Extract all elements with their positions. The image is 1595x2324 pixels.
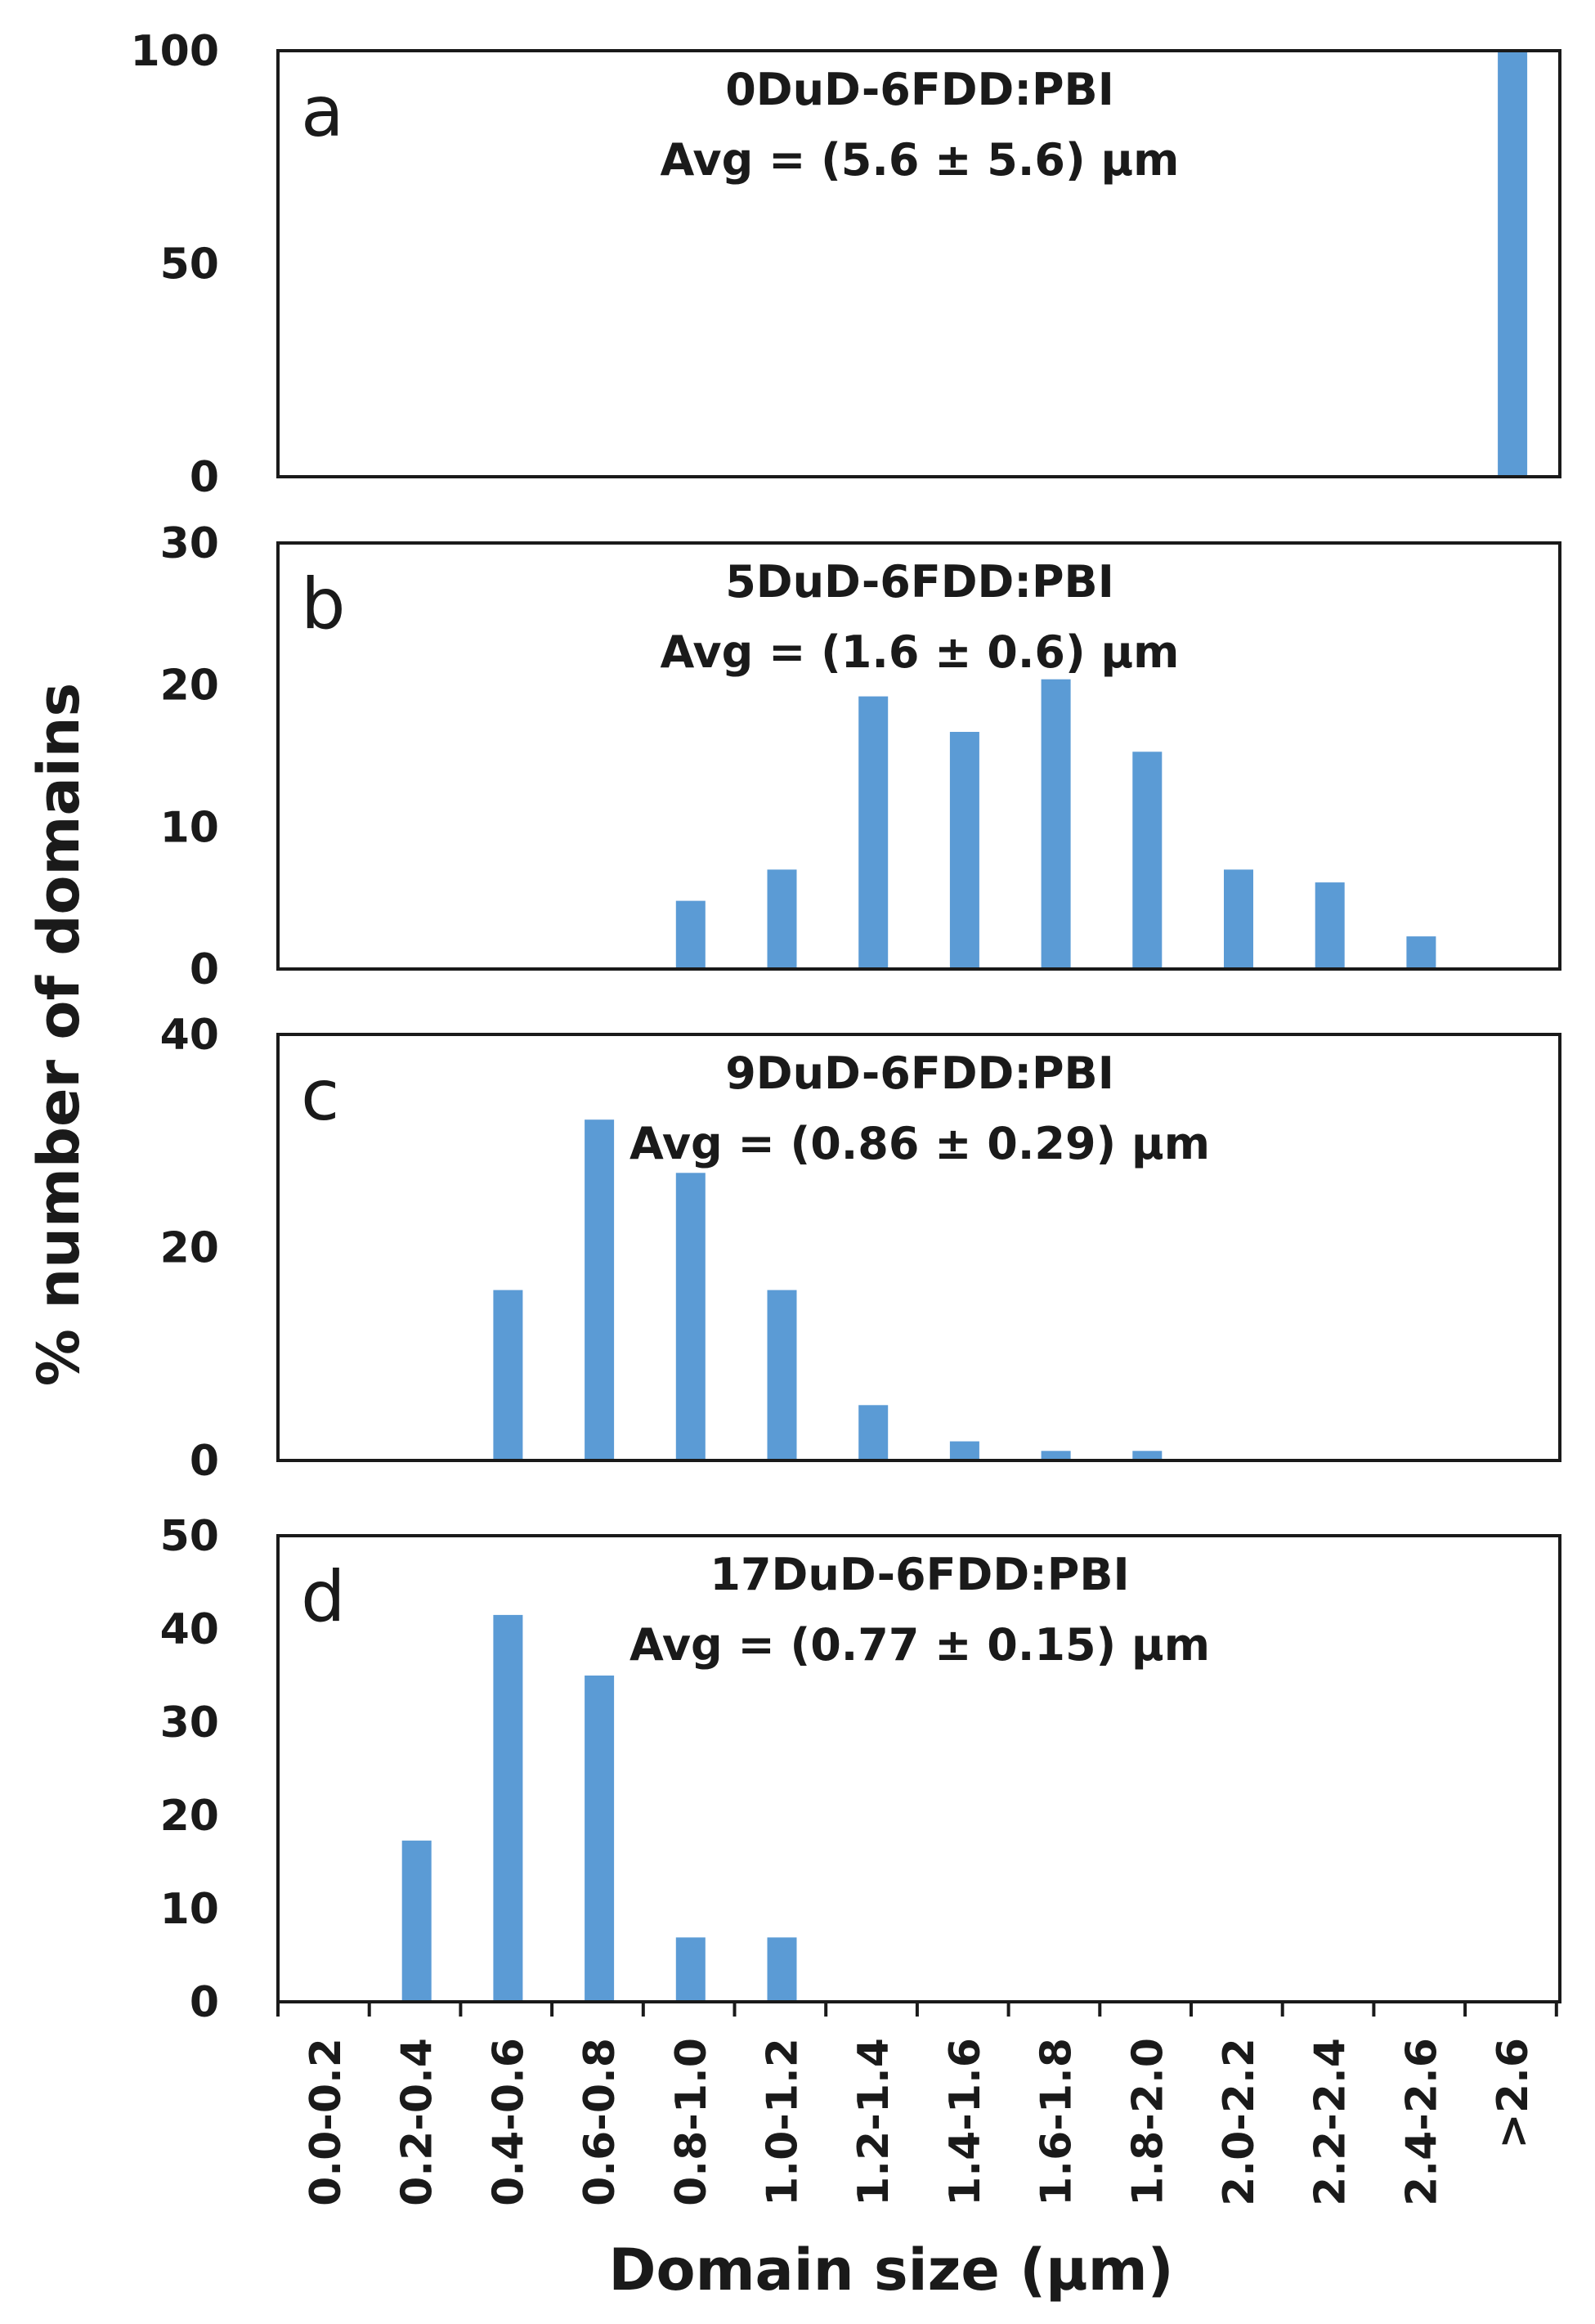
x-axis-title: Domain size (µm) [608, 2237, 1173, 2304]
plot-frame-panel-c [276, 1033, 1561, 1462]
x-tick-label-0.0-0.2: 0.0-0.2 [302, 2038, 351, 2206]
bar-panel-a->2.6 [1498, 51, 1528, 477]
y-tick-label-panel-a-0: 0 [190, 453, 219, 502]
x-tick-label-1.0-1.2: 1.0-1.2 [759, 2038, 808, 2206]
x-tick-label-2.0-2.2: 2.0-2.2 [1215, 2038, 1264, 2206]
panel-avg-b: Avg = (1.6 ± 0.6) µm [661, 626, 1180, 678]
y-tick-label-panel-c-0: 0 [190, 1437, 219, 1486]
y-tick-label-panel-c-40: 40 [160, 1011, 219, 1060]
bar-panel-c-0.6-0.8 [585, 1119, 615, 1460]
y-tick-label-panel-b-30: 30 [160, 519, 219, 568]
plot-frame-panel-a [276, 49, 1561, 478]
bar-panel-d-1.0-1.2 [767, 1937, 797, 2002]
panel-avg-c: Avg = (0.86 ± 0.29) µm [629, 1118, 1210, 1169]
y-tick-label-panel-d-0: 0 [190, 1978, 219, 2027]
bar-panel-b-1.4-1.6 [949, 732, 979, 969]
bar-panel-b-1.2-1.4 [858, 696, 889, 969]
panel-letter-c: c [301, 1055, 339, 1137]
bar-panel-b-1.8-2.0 [1132, 751, 1163, 969]
x-tick-label->2.6: >2.6 [1489, 2038, 1538, 2149]
panel-letter-a: a [301, 71, 344, 153]
y-tick-label-panel-c-20: 20 [160, 1224, 219, 1273]
plot-frame-panel-d [276, 1534, 1561, 2003]
x-tick-label-1.8-2.0: 1.8-2.0 [1123, 2038, 1172, 2206]
y-tick-label-panel-b-20: 20 [160, 662, 219, 711]
bar-panel-c-0.4-0.6 [493, 1290, 523, 1460]
panel-title-c: 9DuD-6FDD:PBI [725, 1048, 1114, 1099]
bar-panel-c-1.4-1.6 [949, 1441, 979, 1460]
bar-panel-c-0.8-1.0 [675, 1173, 706, 1460]
plot-frame-panel-b [276, 541, 1561, 971]
bar-panel-d-0.4-0.6 [493, 1614, 523, 2002]
x-tick-label-0.2-0.4: 0.2-0.4 [393, 2038, 442, 2206]
y-tick-label-panel-d-10: 10 [160, 1885, 219, 1934]
bar-panel-d-0.2-0.4 [401, 1840, 432, 2002]
bar-panel-c-1.0-1.2 [767, 1290, 797, 1460]
bar-panel-b-2.0-2.2 [1224, 869, 1253, 969]
bar-panel-d-0.8-1.0 [675, 1937, 706, 2002]
x-tick-label-0.4-0.6: 0.4-0.6 [484, 2038, 533, 2206]
y-tick-label-panel-a-100: 100 [130, 27, 219, 76]
panel-letter-d: d [301, 1556, 346, 1638]
y-tick-label-panel-b-0: 0 [190, 945, 219, 994]
x-tick-label-1.6-1.8: 1.6-1.8 [1033, 2038, 1082, 2206]
panel-avg-d: Avg = (0.77 ± 0.15) µm [629, 1619, 1210, 1671]
panel-avg-a: Avg = (5.6 ± 5.6) µm [661, 134, 1180, 186]
x-tick-label-2.4-2.6: 2.4-2.6 [1397, 2038, 1446, 2206]
y-tick-label-panel-d-50: 50 [160, 1512, 219, 1561]
panel-letter-b: b [301, 563, 346, 645]
bar-panel-b-1.6-1.8 [1041, 679, 1071, 969]
x-tick-label-0.6-0.8: 0.6-0.8 [576, 2038, 625, 2206]
panel-title-a: 0DuD-6FDD:PBI [725, 64, 1114, 115]
panel-title-d: 17DuD-6FDD:PBI [710, 1549, 1129, 1600]
bar-panel-c-1.6-1.8 [1041, 1451, 1071, 1460]
panel-title-b: 5DuD-6FDD:PBI [725, 556, 1114, 608]
bar-panel-b-0.8-1.0 [675, 900, 706, 969]
bar-panel-d-0.6-0.8 [585, 1676, 615, 2002]
x-tick-label-0.8-1.0: 0.8-1.0 [667, 2038, 716, 2206]
bar-panel-b-2.2-2.4 [1315, 882, 1345, 969]
y-axis-title: % number of domains [25, 683, 92, 1386]
y-tick-label-panel-b-10: 10 [160, 803, 219, 852]
y-tick-label-panel-d-20: 20 [160, 1792, 219, 1841]
bar-panel-c-1.8-2.0 [1132, 1451, 1163, 1460]
bar-panel-b-2.4-2.6 [1406, 936, 1436, 969]
y-tick-label-panel-a-50: 50 [160, 240, 219, 289]
y-tick-label-panel-d-40: 40 [160, 1605, 219, 1654]
bar-panel-b-1.0-1.2 [767, 869, 797, 969]
x-tick-label-1.4-1.6: 1.4-1.6 [941, 2038, 990, 2206]
y-tick-label-panel-d-30: 30 [160, 1698, 219, 1747]
bar-panel-c-1.2-1.4 [858, 1405, 889, 1460]
x-tick-label-2.2-2.4: 2.2-2.4 [1306, 2038, 1355, 2206]
x-tick-label-1.2-1.4: 1.2-1.4 [849, 2038, 898, 2206]
